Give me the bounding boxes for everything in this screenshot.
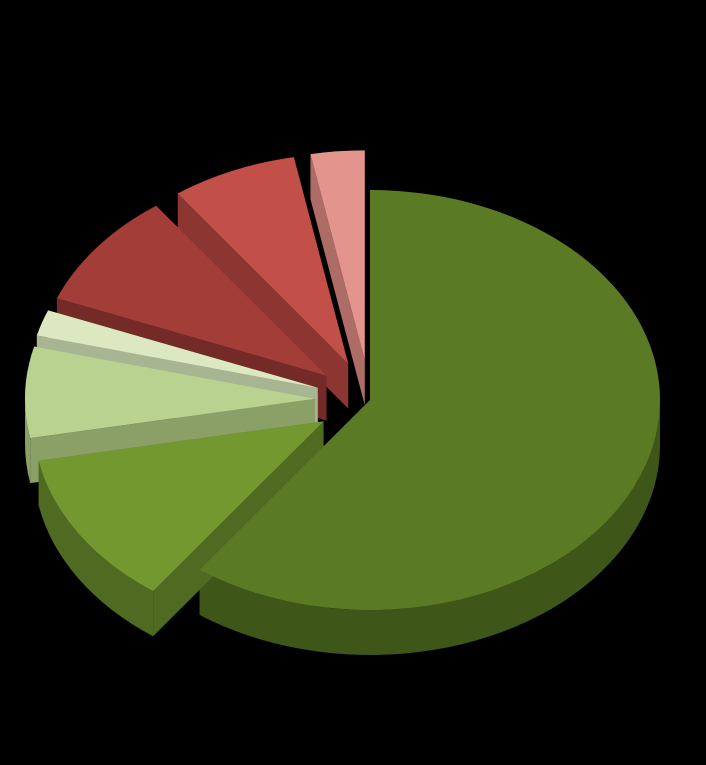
pie-3d-chart: [0, 0, 706, 765]
pie-3d-svg: [0, 0, 706, 765]
